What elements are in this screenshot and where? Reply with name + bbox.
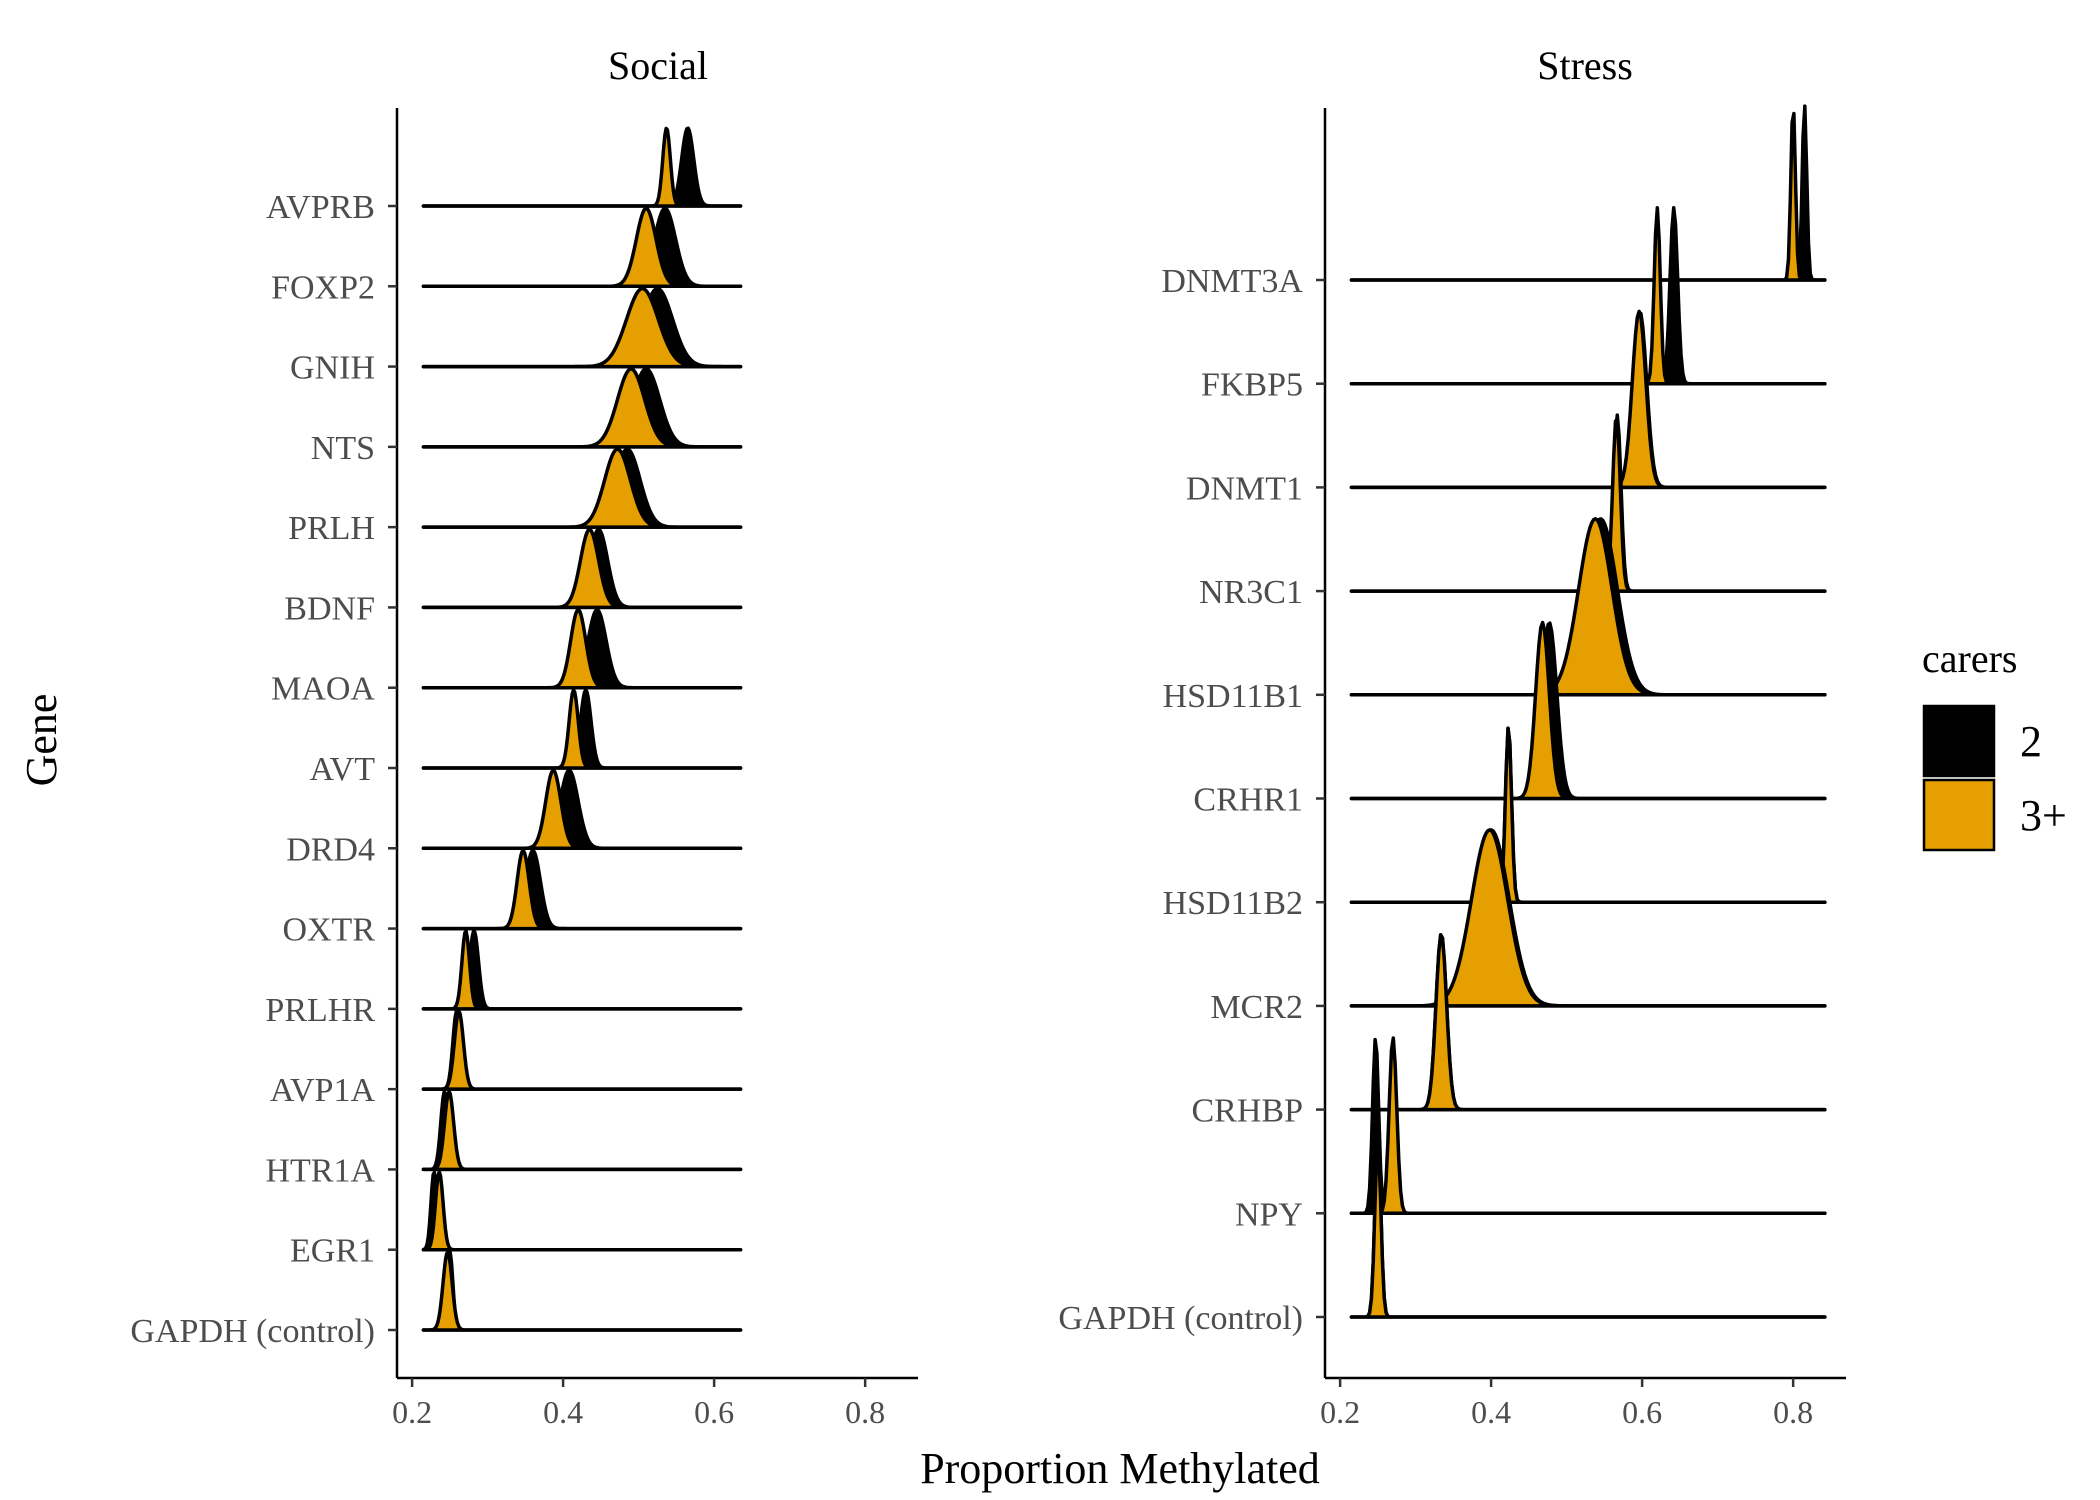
gene-label-avt: AVT (310, 751, 376, 788)
ridge-nts-carers-2 (421, 367, 743, 449)
gene-label-drd4: DRD4 (286, 831, 375, 868)
ridge-egr1-carers-3plus (421, 1169, 743, 1252)
ridge-npy-carers-2 (1349, 1037, 1827, 1216)
gene-label-htr1a: HTR1A (265, 1152, 375, 1189)
legend-label-3plus: 3+ (2020, 791, 2067, 840)
y-axis-title: Gene (17, 694, 66, 787)
ridge-dnmt3a-carers-2 (1349, 104, 1827, 282)
gene-label-hsd11b2: HSD11B2 (1163, 885, 1303, 922)
gene-label-avp1a: AVP1A (270, 1072, 376, 1109)
ridge-htr1a-carers-3plus (421, 1089, 743, 1172)
ridge-dnmt1-carers-2 (1349, 310, 1827, 490)
gene-label-npy: NPY (1235, 1196, 1303, 1233)
ridge-drd4-carers-3plus (421, 768, 743, 851)
ridge-gapdh-control-carers-2 (421, 1250, 743, 1332)
gene-label-prlhr: PRLHR (265, 992, 375, 1029)
x-tick-label: 0.6 (1622, 1394, 1662, 1430)
ridge-nts-carers-3plus (421, 367, 743, 449)
legend-label-2: 2 (2020, 717, 2042, 766)
gene-label-hsd11b1: HSD11B1 (1163, 678, 1303, 715)
gene-label-foxp2: FOXP2 (271, 269, 375, 306)
ridge-gapdh-control-carers-3plus (421, 1250, 743, 1332)
gene-label-avprb: AVPRB (266, 189, 375, 226)
ridge-bdnf-carers-3plus (421, 527, 743, 610)
ridge-dnmt1-carers-3plus (1349, 309, 1827, 490)
stress-panel-title: Stress (1537, 43, 1633, 88)
x-tick-label: 0.2 (392, 1394, 432, 1430)
x-tick-label: 0.8 (845, 1394, 885, 1430)
ridge-avp1a-carers-2 (421, 1009, 743, 1091)
ridge-prlh-carers-3plus (421, 447, 743, 529)
ridge-foxp2-carers-3plus (421, 206, 743, 289)
ridge-crhbp-carers-2 (1349, 933, 1827, 1112)
gene-label-mcr2: MCR2 (1210, 989, 1303, 1026)
gene-label-crhbp: CRHBP (1192, 1093, 1304, 1130)
ridge-hsd11b2-carers-3plus (1349, 726, 1827, 904)
ridge-mcr2-carers-3plus (1349, 828, 1827, 1008)
gene-label-maoa: MAOA (271, 671, 375, 708)
ridge-avprb-carers-2 (421, 126, 743, 208)
x-tick-label: 0.8 (1773, 1394, 1813, 1430)
ridge-drd4-carers-2 (421, 768, 743, 851)
x-tick-label: 0.4 (543, 1394, 583, 1430)
ridge-npy-carers-3plus (1349, 1036, 1827, 1216)
ridge-crhbp-carers-3plus (1349, 933, 1827, 1112)
ridge-gapdh-control-carers-3plus (1349, 1146, 1827, 1319)
ridge-htr1a-carers-2 (421, 1090, 743, 1172)
gene-label-egr1: EGR1 (290, 1233, 375, 1270)
ridge-fkbp5-carers-2 (1349, 206, 1827, 386)
ridge-gnih-carers-3plus (421, 286, 743, 369)
x-tick-label: 0.4 (1471, 1394, 1511, 1430)
x-tick-label: 0.2 (1320, 1394, 1360, 1430)
ridge-prlhr-carers-3plus (421, 929, 743, 1011)
ridge-gapdh-control-carers-2 (1349, 1146, 1827, 1319)
gene-label-dnmt3a: DNMT3A (1161, 263, 1303, 300)
gene-label-bdnf: BDNF (284, 590, 375, 627)
gene-label-oxtr: OXTR (282, 912, 375, 949)
legend-title: carers (1922, 636, 2017, 681)
ridge-crhr1-carers-3plus (1349, 620, 1827, 801)
stress-panel: Stress 0.2 0.4 0.6 0.8 DNMT3A FKBP5 DNMT1 NR3C1… (1058, 43, 1846, 1430)
ridge-avt-carers-3plus (421, 688, 743, 770)
ridge-avprb-carers-3plus (421, 126, 743, 208)
ridge-egr1-carers-2 (421, 1170, 743, 1252)
ridge-hsd11b2-carers-2 (1349, 726, 1827, 904)
ridge-fkbp5-carers-3plus (1349, 206, 1827, 386)
ridge-maoa-carers-3plus (421, 607, 743, 690)
ridge-prlh-carers-2 (421, 447, 743, 529)
gene-label-gapdh-control: GAPDH (control) (1058, 1300, 1303, 1337)
gene-label-gapdh-control: GAPDH (control) (130, 1313, 375, 1350)
ridge-foxp2-carers-2 (421, 206, 743, 289)
ridge-gnih-carers-2 (421, 286, 743, 369)
social-panel-title: Social (608, 43, 708, 88)
gene-label-prlh: PRLH (288, 510, 375, 547)
legend: carers 2 3+ (1922, 636, 2067, 852)
ridge-mcr2-carers-2 (1349, 828, 1827, 1008)
ridge-avp1a-carers-3plus (421, 1009, 743, 1091)
ridge-oxtr-carers-2 (421, 848, 743, 931)
legend-key-2 (1922, 704, 1996, 778)
gene-label-nts: NTS (311, 430, 375, 467)
gene-label-dnmt1: DNMT1 (1186, 470, 1303, 507)
ridge-dnmt3a-carers-3plus (1349, 111, 1827, 282)
x-axis-title: Proportion Methylated (920, 1444, 1320, 1493)
ridge-oxtr-carers-3plus (421, 848, 743, 931)
x-tick-label: 0.6 (694, 1394, 734, 1430)
gene-label-crhr1: CRHR1 (1193, 782, 1303, 819)
social-panel: Social 0.2 0.4 0.6 0.8 AVPRB FOXP2 GNIH NTS PRLH… (130, 43, 918, 1430)
gene-label-nr3c1: NR3C1 (1199, 574, 1303, 611)
ridge-hsd11b1-carers-3plus (1349, 517, 1827, 697)
gene-label-gnih: GNIH (290, 350, 375, 387)
gene-label-fkbp5: FKBP5 (1201, 367, 1303, 404)
legend-key-3plus (1922, 778, 1996, 852)
